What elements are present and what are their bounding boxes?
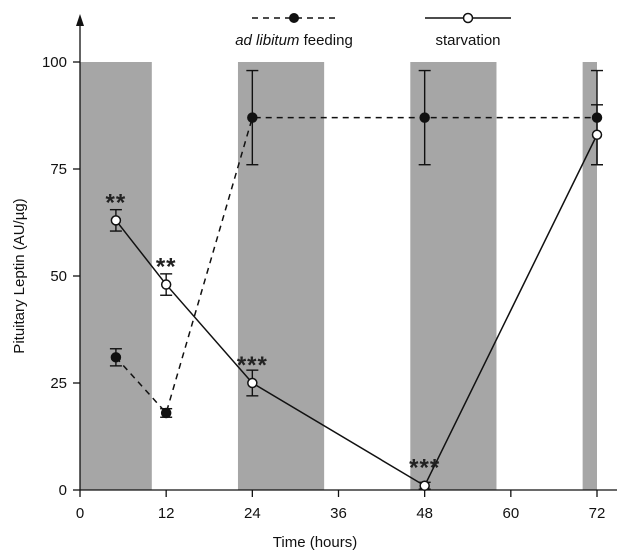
legend-ad-libitum-italic: ad libitum bbox=[235, 32, 299, 49]
x-tick-label: 0 bbox=[76, 505, 84, 522]
significance-label: ** bbox=[156, 254, 177, 281]
data-point-starvation bbox=[247, 377, 258, 389]
x-axis-title: Time (hours) bbox=[273, 534, 357, 551]
data-point-ad-libitum bbox=[110, 352, 122, 363]
legend-starvation-label: starvation bbox=[435, 32, 500, 49]
x-tick-label: 60 bbox=[502, 505, 519, 522]
x-tick-label: 24 bbox=[244, 505, 261, 522]
data-point-starvation bbox=[110, 215, 122, 226]
series-line-ad-libitum bbox=[115, 116, 597, 415]
x-tick-label: 36 bbox=[330, 505, 347, 522]
data-point-ad-libitum bbox=[419, 112, 430, 123]
significance-label: *** bbox=[237, 352, 268, 379]
legend-starvation-marker bbox=[462, 12, 474, 24]
x-tick-label: 72 bbox=[589, 505, 606, 522]
legend: ad libitum feeding starvation bbox=[235, 12, 511, 49]
data-point-starvation bbox=[419, 480, 430, 491]
data-point-starvation bbox=[160, 279, 172, 290]
y-tick-label: 0 bbox=[59, 482, 67, 499]
legend-ad-libitum-marker bbox=[289, 13, 299, 23]
legend-ad-libitum-rest: feeding bbox=[299, 32, 352, 49]
y-tick-label: 100 bbox=[42, 54, 67, 71]
dark-period-band bbox=[80, 62, 152, 490]
legend-ad-libitum-label: ad libitum feeding bbox=[235, 32, 353, 49]
significance-label: ** bbox=[106, 189, 127, 216]
data-point-ad-libitum bbox=[247, 112, 258, 123]
axes: 0 25 50 75 100 0 12 24 36 48 60 72 bbox=[42, 14, 617, 522]
y-axis-title: Pituitary Leptin (AU/µg) bbox=[11, 198, 28, 353]
x-tick-label: 12 bbox=[158, 505, 175, 522]
data-point-starvation bbox=[591, 129, 603, 141]
y-tick-label: 75 bbox=[50, 161, 67, 178]
dark-period-band bbox=[582, 62, 597, 490]
data-point-ad-libitum bbox=[160, 407, 172, 419]
x-tick-label: 48 bbox=[416, 505, 433, 522]
series-line-starvation bbox=[115, 134, 598, 487]
annotations: ********** bbox=[106, 189, 440, 482]
y-tick-label: 50 bbox=[50, 268, 67, 285]
y-tick-label: 25 bbox=[50, 375, 67, 392]
series-group bbox=[109, 69, 603, 491]
y-axis-arrow bbox=[76, 14, 84, 26]
dark-period-band bbox=[237, 62, 325, 490]
significance-label: *** bbox=[409, 455, 440, 482]
